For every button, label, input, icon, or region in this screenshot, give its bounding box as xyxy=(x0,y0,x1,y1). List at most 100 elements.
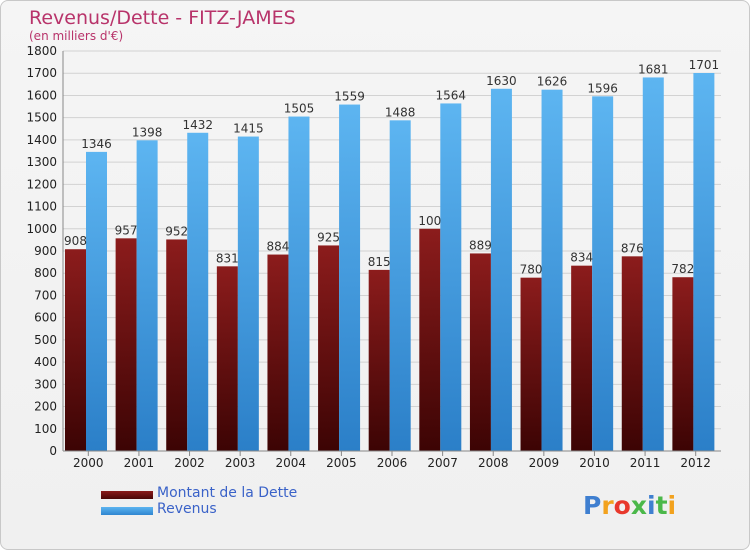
data-labels: 908 1346 957 1398 952 1432 831 1415 884 1505 925 15… xyxy=(64,58,719,277)
y-tick-label: 100 xyxy=(34,422,57,436)
data-label: 1432 xyxy=(182,118,213,132)
y-tick-label: 1700 xyxy=(26,66,57,80)
x-tick-label: 2009 xyxy=(529,456,560,470)
x-tick-label: 2010 xyxy=(579,456,610,470)
proxiti-logo: Proxiti xyxy=(583,491,676,520)
data-label: 957 xyxy=(115,223,138,237)
legend-swatch-dette xyxy=(101,491,153,499)
bar-revenus xyxy=(389,120,411,451)
data-label: 1505 xyxy=(284,102,315,116)
bar-revenus xyxy=(693,73,715,451)
data-label: 1415 xyxy=(233,122,264,136)
chart-title: Revenus/Dette - FITZ-JAMES xyxy=(29,7,296,29)
x-tick-label: 2002 xyxy=(174,456,205,470)
bar-revenus xyxy=(339,104,361,452)
y-tick-label: 1800 xyxy=(26,44,57,58)
bar-dette xyxy=(115,238,137,451)
y-tick-label: 800 xyxy=(34,266,57,280)
bar-dette xyxy=(672,277,694,451)
data-label: 876 xyxy=(621,241,644,255)
logo-letter: x xyxy=(630,491,647,520)
bar-dette xyxy=(65,249,86,451)
bar-dette xyxy=(419,228,441,451)
bar-dette xyxy=(216,266,238,451)
x-tick-label: 2004 xyxy=(275,456,306,470)
logo-letter: P xyxy=(583,491,602,520)
data-label: 831 xyxy=(216,251,239,265)
bar-dette xyxy=(267,254,289,451)
data-label: 884 xyxy=(267,240,290,254)
y-tick-label: 1600 xyxy=(26,88,57,102)
y-tick-label: 600 xyxy=(34,311,57,325)
logo-letter: i xyxy=(647,491,656,520)
bar-revenus xyxy=(136,140,158,452)
bar-revenus xyxy=(592,96,614,451)
logo-letter: i xyxy=(667,491,677,520)
logo-letter: r xyxy=(601,491,614,520)
y-tick-label: 400 xyxy=(34,355,57,369)
y-tick-label: 1300 xyxy=(26,155,57,169)
bar-revenus xyxy=(642,77,664,451)
data-label: 1398 xyxy=(132,125,163,139)
y-tick-label: 1000 xyxy=(26,222,57,236)
data-label: 815 xyxy=(368,255,391,269)
y-tick-label: 0 xyxy=(49,444,57,458)
data-label: 952 xyxy=(165,224,188,238)
x-tick-label: 2008 xyxy=(478,456,509,470)
data-label: 1488 xyxy=(385,105,416,119)
data-label: 782 xyxy=(671,262,694,276)
legend-swatch-revenus xyxy=(101,507,153,515)
data-label: 1681 xyxy=(638,62,669,76)
y-tick-label: 1400 xyxy=(26,133,57,147)
data-label: 1564 xyxy=(436,88,467,102)
x-tick-label: 2012 xyxy=(680,456,711,470)
bar-revenus xyxy=(187,132,209,451)
chart-subtitle: (en milliers d'€) xyxy=(29,29,124,43)
bar-dette xyxy=(368,269,390,451)
data-label: 1626 xyxy=(537,75,568,89)
y-tick-label: 500 xyxy=(34,333,57,347)
data-label: 1559 xyxy=(334,90,365,104)
logo-letter: t xyxy=(655,491,668,520)
bar-dette xyxy=(469,253,491,451)
data-label: 908 xyxy=(64,234,87,248)
y-tick-label: 200 xyxy=(34,400,57,414)
bar-revenus xyxy=(490,88,512,452)
bar-revenus xyxy=(440,103,462,451)
bar-dette xyxy=(621,256,643,451)
bar-dette xyxy=(318,245,340,451)
bar-revenus xyxy=(288,116,310,452)
bar-dette xyxy=(166,239,188,451)
data-label: 834 xyxy=(570,251,593,265)
legend-label-dette: Montant de la Dette xyxy=(157,485,298,501)
data-label: 925 xyxy=(317,230,340,244)
bar-dette xyxy=(520,277,542,451)
bar-revenus xyxy=(541,89,563,452)
legend-label-revenus: Revenus xyxy=(157,501,217,517)
x-tick-label: 2007 xyxy=(427,456,458,470)
data-label: 889 xyxy=(469,238,492,252)
data-label: 1701 xyxy=(689,58,720,72)
logo-letter: o xyxy=(613,491,631,520)
x-tick-label: 2003 xyxy=(225,456,256,470)
y-tick-label: 900 xyxy=(34,244,57,258)
y-tick-label: 1500 xyxy=(26,111,57,125)
x-tick-label: 2011 xyxy=(630,456,661,470)
x-tick-label: 2006 xyxy=(377,456,408,470)
bar-revenus xyxy=(86,151,107,451)
data-label: 1596 xyxy=(587,81,618,95)
y-tick-label: 1100 xyxy=(26,200,57,214)
y-tick-label: 700 xyxy=(34,288,57,302)
y-tick-label: 300 xyxy=(34,377,57,391)
x-tick-label: 2005 xyxy=(326,456,357,470)
bar-revenus xyxy=(237,136,259,452)
x-tick-label: 2000 xyxy=(73,456,104,470)
axes: 0 100 200 300 400 500 600 700 800 900 1000 1100 1200… xyxy=(26,44,721,470)
bar-dette xyxy=(571,265,593,451)
x-tick-label: 2001 xyxy=(124,456,155,470)
bars xyxy=(65,73,715,452)
data-label: 780 xyxy=(520,263,543,277)
y-tick-label: 1200 xyxy=(26,177,57,191)
